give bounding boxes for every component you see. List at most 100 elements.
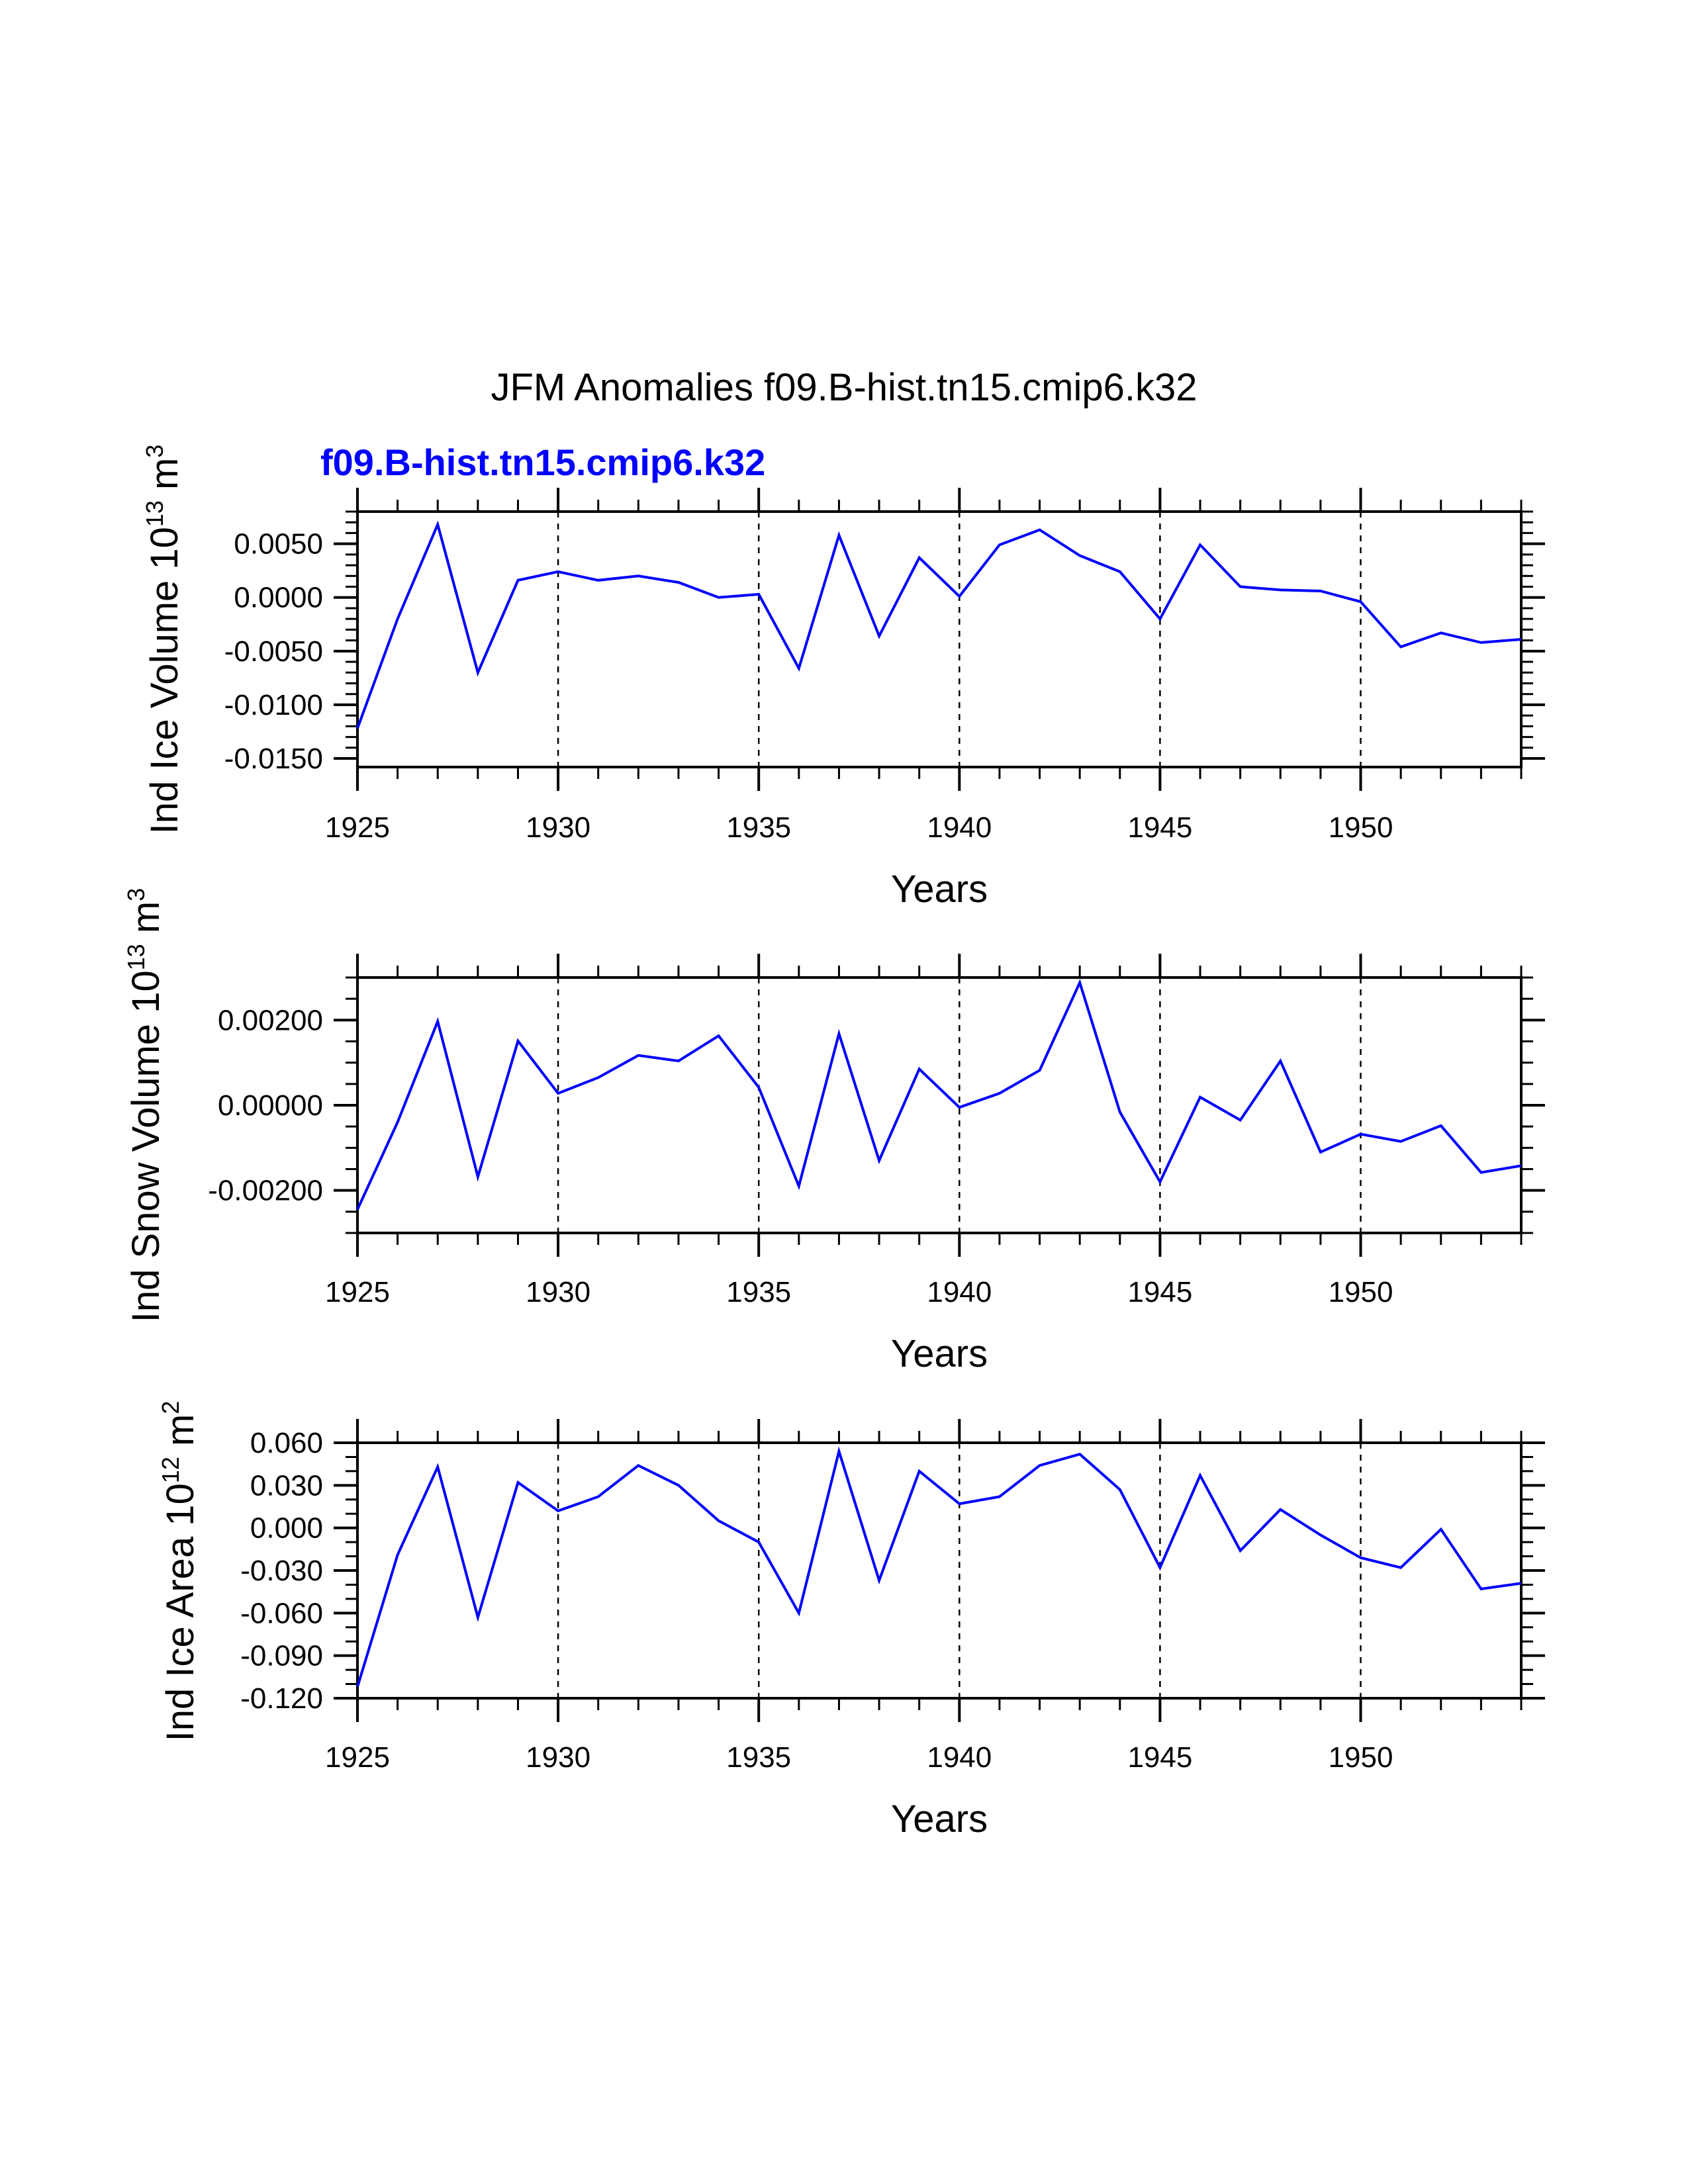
data-point — [556, 570, 560, 574]
x-tick-label: 1925 — [325, 1276, 390, 1308]
data-point — [1519, 637, 1523, 641]
y-tick-label: -0.00200 — [208, 1175, 323, 1207]
x-tick-label: 1945 — [1127, 1276, 1192, 1308]
ice-area-panel: 1925 1930 1935 1940 1945 1950 0.060 0.030 0.000 -… — [157, 1401, 1545, 1841]
data-point — [1479, 641, 1483, 645]
data-point — [1118, 570, 1122, 574]
x-tick-label: 1935 — [726, 811, 791, 844]
data-point — [476, 1615, 480, 1619]
y-tick-label: 0.060 — [250, 1427, 323, 1459]
data-point — [1359, 600, 1363, 604]
x-tick-label: 1940 — [927, 1741, 992, 1774]
data-point — [516, 578, 520, 582]
data-point — [1158, 1180, 1162, 1184]
data-point — [877, 1578, 881, 1582]
y-tick-label: -0.090 — [240, 1640, 323, 1672]
data-point — [516, 1039, 520, 1043]
data-point — [1078, 981, 1082, 985]
x-tick-label: 1950 — [1329, 811, 1393, 844]
data-point — [998, 543, 1002, 547]
data-point — [516, 1480, 520, 1484]
data-point — [957, 1105, 961, 1109]
data-point — [837, 533, 841, 537]
x-tick-label: 1925 — [325, 811, 390, 844]
data-point — [1038, 1463, 1042, 1467]
data-point — [917, 1067, 921, 1071]
x-tick-label: 1950 — [1329, 1276, 1393, 1308]
x-tick-label: 1930 — [526, 1276, 590, 1308]
data-point — [1278, 1059, 1282, 1063]
data-point — [917, 1469, 921, 1473]
data-point — [476, 1175, 480, 1179]
y-tick-label: 0.00200 — [218, 1004, 323, 1036]
data-point — [797, 666, 801, 670]
data-point — [1278, 588, 1282, 592]
data-point — [957, 1502, 961, 1506]
data-point — [1319, 1150, 1323, 1154]
y-tick-label: -0.0100 — [224, 689, 323, 721]
data-point — [596, 578, 600, 582]
data-point — [1198, 1473, 1202, 1477]
data-point — [717, 596, 721, 600]
data-point — [436, 522, 440, 526]
data-point — [1078, 1452, 1082, 1456]
x-tick-label: 1945 — [1127, 811, 1192, 844]
data-point — [1399, 1140, 1403, 1144]
plot-frame — [356, 510, 1523, 768]
data-point — [596, 1075, 600, 1079]
data-point — [1239, 1118, 1243, 1122]
ice-volume-panel: 1925 1930 1935 1940 1945 1950 0.0050 0.0000 -0.0… — [141, 445, 1545, 911]
x-tick-label: 1940 — [927, 1276, 992, 1308]
data-point — [1319, 1533, 1323, 1537]
data-point — [636, 574, 640, 578]
series-label: f09.B-hist.tn15.cmip6.k32 — [320, 441, 765, 483]
data-point — [1399, 645, 1403, 649]
data-point — [1239, 1549, 1243, 1553]
data-point — [355, 1685, 359, 1689]
series-line — [356, 1446, 1522, 1688]
data-point — [998, 1494, 1002, 1498]
data-point — [998, 1091, 1002, 1095]
data-point — [677, 1059, 680, 1063]
data-point — [1439, 1124, 1443, 1128]
data-point — [837, 1449, 841, 1453]
x-tick-label: 1950 — [1329, 1741, 1393, 1774]
data-point — [1239, 585, 1243, 589]
data-point — [757, 592, 761, 596]
data-point — [1078, 553, 1082, 557]
data-point — [1158, 1566, 1162, 1570]
y-tick-label: -0.120 — [240, 1682, 323, 1715]
y-tick-label: 0.0000 — [234, 582, 323, 614]
series-line — [356, 979, 1522, 1210]
data-point — [917, 556, 921, 560]
data-point — [1198, 543, 1202, 547]
data-point — [396, 617, 400, 621]
x-tick-label: 1925 — [325, 1741, 390, 1774]
x-tick-label: 1940 — [927, 811, 992, 844]
data-point — [636, 1054, 640, 1058]
x-tick-label: 1935 — [726, 1741, 791, 1774]
data-point — [1479, 1587, 1483, 1591]
data-point — [436, 1465, 440, 1469]
data-point — [677, 580, 680, 584]
data-point — [476, 670, 480, 674]
y-tick-label: -0.060 — [240, 1597, 323, 1629]
y-tick-label: 0.00000 — [218, 1089, 323, 1122]
data-point — [1198, 1095, 1202, 1099]
data-point — [677, 1483, 680, 1487]
data-point — [717, 1034, 721, 1038]
data-point — [797, 1184, 801, 1188]
data-point — [1158, 617, 1162, 621]
y-axis-title: Ind Snow Volume 1013 m3 — [122, 888, 167, 1323]
data-point — [1399, 1566, 1403, 1570]
data-point — [1118, 1110, 1122, 1114]
x-axis-title: Years — [891, 1332, 988, 1375]
data-point — [396, 1120, 400, 1124]
data-point — [1439, 1527, 1443, 1531]
data-point — [556, 1509, 560, 1513]
data-point — [355, 1208, 359, 1212]
data-point — [1439, 631, 1443, 635]
data-point — [717, 1519, 721, 1523]
y-tick-label: -0.0150 — [224, 743, 323, 775]
y-axis-title: Ind Ice Volume 1013 m3 — [141, 445, 186, 835]
